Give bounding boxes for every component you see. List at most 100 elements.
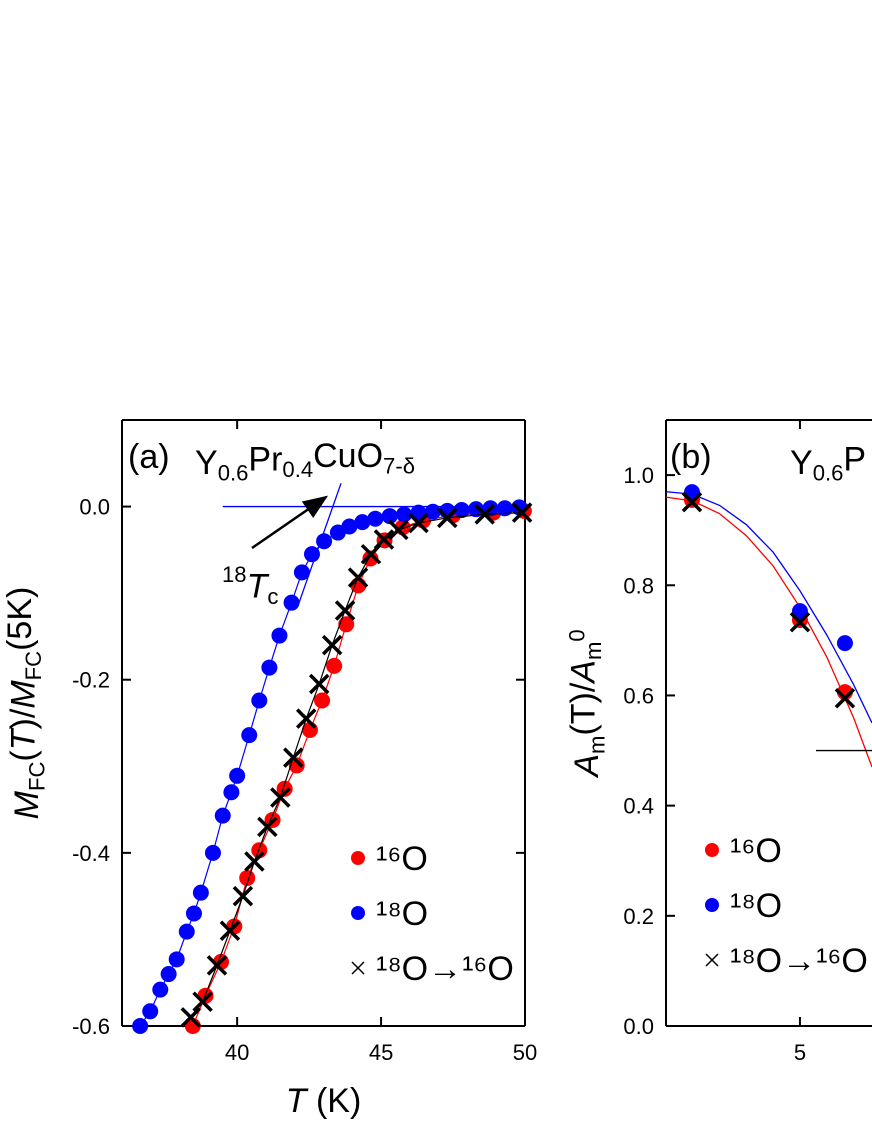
y-axis-label-part: 0 <box>564 629 589 641</box>
y-axis-label-part: A <box>568 754 606 779</box>
point <box>223 784 240 801</box>
point <box>836 635 853 652</box>
panel-title-part: 0.4 <box>282 457 313 482</box>
point <box>192 884 209 901</box>
point <box>132 1018 149 1034</box>
point <box>241 727 258 744</box>
point <box>251 692 268 709</box>
legend-marker <box>705 898 719 912</box>
y-axis-label-part: ( <box>4 750 42 762</box>
y-axis-label-part: T <box>4 727 42 750</box>
point <box>468 501 485 518</box>
y-tick-label: 0.0 <box>79 495 110 520</box>
annotation: 18Tc <box>222 562 278 609</box>
point <box>160 966 177 983</box>
point <box>496 500 513 517</box>
y-tick-label: 0.8 <box>623 573 654 598</box>
y-axis-label: MFC(T)/MFC(5K) <box>1 587 50 820</box>
legend-marker <box>351 906 365 920</box>
cross-marker <box>192 991 213 1012</box>
legend-label: ¹⁶O <box>730 832 782 870</box>
point <box>424 503 441 520</box>
y-tick-label: -0.2 <box>72 668 110 693</box>
legend-label: ¹⁸O→¹⁶O <box>730 942 868 980</box>
x-axis-label-part: T <box>286 1082 309 1120</box>
panel-title-part: 0.6 <box>813 461 844 486</box>
y-tick-label: -0.6 <box>72 1014 110 1039</box>
panel-title-part: Pr <box>248 440 282 478</box>
y-axis-label: Am(T)/Am0 <box>564 629 609 778</box>
annotation-part: 18 <box>222 562 247 587</box>
y-tick-label: 0.6 <box>623 683 654 708</box>
cross-marker <box>244 851 265 872</box>
cross-marker <box>474 504 495 525</box>
point <box>168 951 185 968</box>
fit-line <box>665 496 872 768</box>
cross-marker <box>283 747 304 768</box>
panel-title-part: Y <box>195 444 218 482</box>
cross-marker <box>308 673 330 695</box>
cross-marker <box>206 955 228 976</box>
y-axis-label-part: FC <box>25 762 50 791</box>
point <box>367 510 384 527</box>
x-tick-label: 40 <box>225 1040 249 1065</box>
y-axis-label-part: m <box>581 642 606 660</box>
legend-marker <box>351 851 365 865</box>
point <box>283 594 300 611</box>
point <box>303 546 320 563</box>
legend-label: ¹⁸O→¹⁶O <box>376 950 514 988</box>
point <box>142 1003 159 1020</box>
point <box>288 757 305 774</box>
legend-marker <box>705 843 719 857</box>
point <box>453 502 470 519</box>
legend-label: ¹⁸O <box>730 887 782 925</box>
legend-marker <box>705 953 719 967</box>
series-line <box>139 506 520 1027</box>
cross-marker <box>232 885 254 907</box>
panel-label: (a) <box>128 438 170 476</box>
cross-marker <box>257 816 278 838</box>
cross-marker <box>347 567 369 588</box>
point <box>341 518 358 535</box>
cross-marker <box>834 687 856 709</box>
y-axis-label-part: (T)/ <box>564 682 602 735</box>
point <box>338 616 355 633</box>
x-tick-label: 5 <box>794 1040 806 1065</box>
cross-marker <box>219 920 241 942</box>
cross-marker <box>321 634 343 656</box>
point <box>354 514 371 531</box>
point <box>293 564 310 581</box>
cross-marker <box>408 512 429 534</box>
y-axis-label-part: A <box>564 660 602 685</box>
cross-marker <box>681 491 703 513</box>
point <box>314 692 331 709</box>
point <box>261 659 278 676</box>
y-axis-label-part: )/ <box>4 708 42 729</box>
point <box>791 603 808 620</box>
annotation-part: T <box>247 567 270 605</box>
cross-marker <box>295 708 317 729</box>
y-tick-label: 0.4 <box>623 794 654 819</box>
y-axis-label-part: M <box>8 790 46 819</box>
y-tick-label: 0.0 <box>623 1014 654 1039</box>
point <box>214 807 231 824</box>
panel-title-part: 7-δ <box>383 453 415 478</box>
point <box>185 905 202 922</box>
point <box>229 767 246 784</box>
legend-label: ¹⁸O <box>376 895 428 933</box>
point <box>152 981 169 998</box>
legend-label: ¹⁶O <box>376 840 428 878</box>
panel-title: Y0.6P <box>790 440 866 485</box>
panel-title: Y0.6Pr0.4CuO7-δ <box>195 437 415 486</box>
cross-marker <box>511 502 533 523</box>
panel-title-part: Y <box>790 444 813 482</box>
cross-marker <box>180 1007 202 1028</box>
y-axis-label-part: m <box>585 736 610 754</box>
y-tick-label: 0.2 <box>623 904 654 929</box>
point <box>204 844 221 861</box>
cross-marker <box>270 787 291 808</box>
point <box>316 533 333 550</box>
y-axis-label-part: M <box>4 680 42 709</box>
y-axis-label-part: (5K) <box>1 587 39 651</box>
